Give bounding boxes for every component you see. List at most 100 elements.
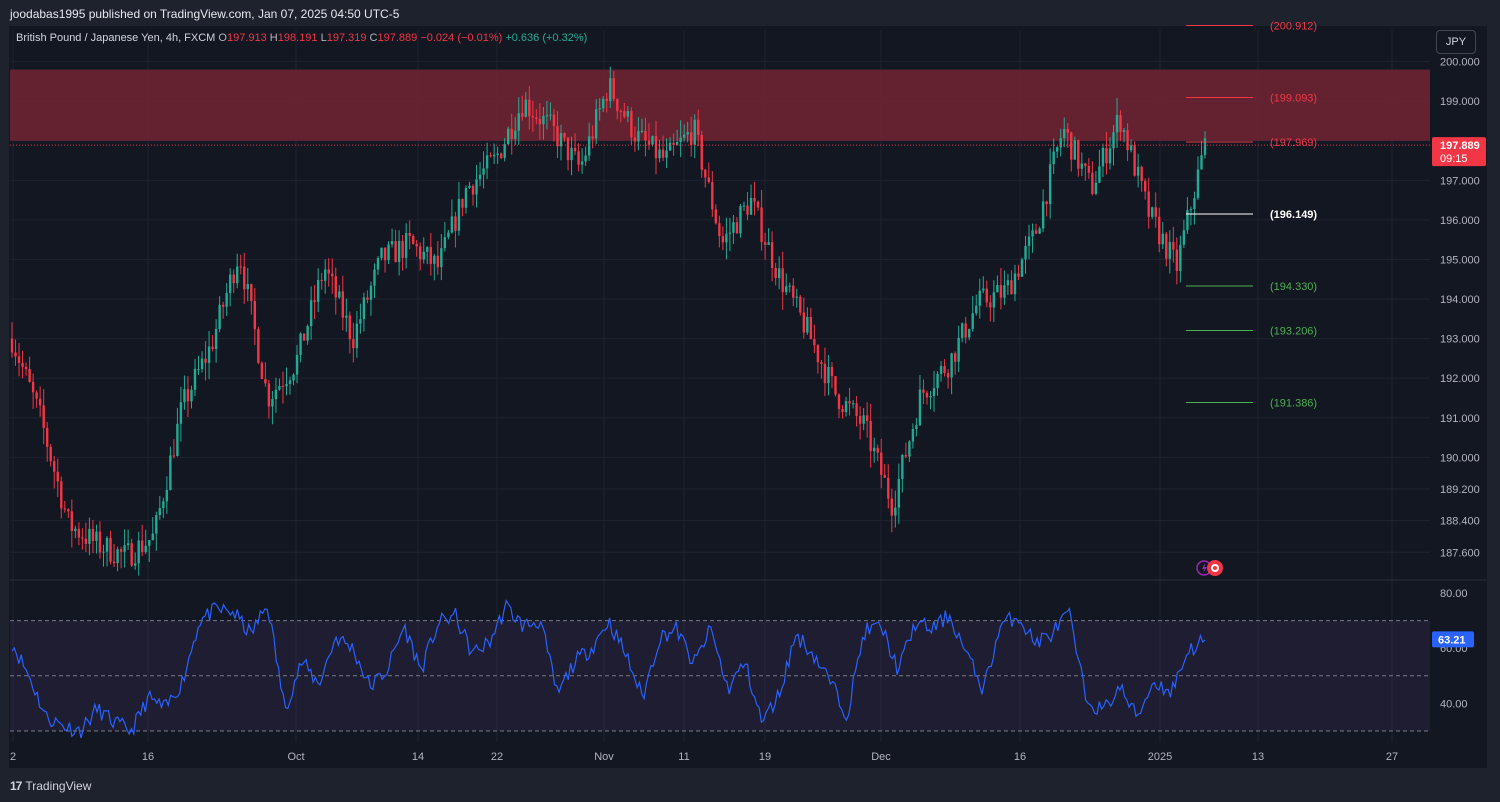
candle-body bbox=[880, 452, 883, 475]
candle-body bbox=[1003, 285, 1006, 298]
candle-body bbox=[105, 538, 109, 552]
candle-body bbox=[925, 392, 929, 398]
candle-body bbox=[288, 380, 292, 384]
candle-body bbox=[380, 247, 383, 259]
time-tick-label: 16 bbox=[142, 751, 154, 763]
candle-body bbox=[626, 110, 630, 117]
price-tick-label: 196.000 bbox=[1440, 215, 1480, 227]
candle-body bbox=[1154, 207, 1157, 217]
candle-body bbox=[844, 401, 848, 413]
candle-body bbox=[1017, 273, 1020, 277]
currency-button[interactable]: JPY bbox=[1436, 30, 1476, 54]
chart-frame bbox=[9, 26, 1487, 768]
candle-body bbox=[1129, 145, 1133, 151]
candle-body bbox=[151, 533, 154, 541]
price-tick-label: 190.000 bbox=[1440, 452, 1480, 464]
candle-body bbox=[394, 241, 397, 263]
candle-body bbox=[260, 362, 264, 380]
candle-body bbox=[450, 216, 454, 233]
candle-body bbox=[1172, 242, 1175, 250]
candle-body bbox=[172, 455, 176, 457]
candle-body bbox=[577, 151, 580, 165]
candle-body bbox=[971, 313, 974, 330]
candle-body bbox=[809, 316, 813, 340]
candle-body bbox=[84, 538, 88, 544]
candle-body bbox=[158, 508, 162, 515]
candle-body bbox=[1105, 147, 1108, 164]
candle-body bbox=[690, 132, 693, 145]
candle-body bbox=[485, 155, 489, 169]
time-tick-label: Dec bbox=[871, 751, 891, 763]
resistance-zone bbox=[10, 69, 1430, 141]
candle-body bbox=[549, 114, 552, 116]
candle-body bbox=[939, 366, 943, 374]
candle-body bbox=[95, 531, 98, 541]
price-tick-label: 192.000 bbox=[1440, 373, 1480, 385]
candle-body bbox=[341, 291, 345, 318]
candle-body bbox=[246, 284, 249, 290]
candle-body bbox=[155, 514, 158, 534]
candle-body bbox=[1094, 182, 1098, 194]
candle-body bbox=[250, 284, 253, 302]
legend-high-value: 198.191 bbox=[277, 32, 318, 44]
candle-body bbox=[721, 236, 725, 243]
candle-body bbox=[728, 232, 732, 234]
candle-body bbox=[559, 133, 563, 147]
candle-body bbox=[1034, 230, 1038, 234]
candle-body bbox=[228, 274, 232, 293]
candle-body bbox=[162, 501, 165, 509]
candle-body bbox=[753, 197, 756, 202]
candle-body bbox=[767, 242, 770, 245]
candle-body bbox=[517, 113, 520, 131]
candle-body bbox=[1143, 180, 1147, 192]
candle-body bbox=[426, 247, 429, 252]
candle-body bbox=[225, 292, 228, 307]
price-tick-label: 187.600 bbox=[1440, 547, 1480, 559]
candle-body bbox=[820, 362, 823, 364]
candle-body bbox=[169, 455, 172, 490]
candle-body bbox=[619, 110, 623, 112]
candle-body bbox=[45, 427, 49, 447]
rsi-value-label: 63.21 bbox=[1438, 634, 1466, 646]
legend-open-value: 197.913 bbox=[226, 32, 267, 44]
candle-body bbox=[387, 244, 390, 261]
candle-body bbox=[130, 543, 133, 566]
candle-body bbox=[711, 182, 714, 210]
time-tick-label: 19 bbox=[759, 751, 771, 763]
candle-body bbox=[1052, 151, 1055, 165]
candle-body bbox=[60, 481, 63, 509]
candle-body bbox=[756, 201, 760, 208]
candle-body bbox=[141, 540, 144, 552]
candle-body bbox=[74, 528, 77, 532]
time-tick-label: 2025 bbox=[1148, 751, 1172, 763]
candle-body bbox=[183, 389, 186, 403]
candle-body bbox=[887, 477, 890, 499]
candle-body bbox=[668, 142, 672, 151]
candle-body bbox=[292, 374, 295, 381]
candle-body bbox=[725, 233, 728, 243]
candle-body bbox=[640, 130, 644, 132]
candle-body bbox=[1038, 228, 1041, 234]
chart-event-icons[interactable] bbox=[1196, 559, 1228, 577]
price-tick-label: 188.400 bbox=[1440, 516, 1480, 528]
candle-body bbox=[165, 489, 169, 502]
candle-body bbox=[830, 366, 834, 377]
candle-body bbox=[1136, 166, 1140, 176]
level-label: (200.912) bbox=[1270, 21, 1317, 33]
candle-body bbox=[207, 346, 211, 363]
candle-body bbox=[693, 119, 696, 145]
candle-body bbox=[897, 478, 901, 508]
price-tick-label: 191.000 bbox=[1440, 413, 1480, 425]
time-tick-label: 22 bbox=[491, 751, 503, 763]
candle-body bbox=[682, 134, 686, 138]
candle-body bbox=[257, 329, 260, 363]
candle-body bbox=[366, 297, 369, 300]
last-price-label: 197.889 bbox=[1440, 140, 1480, 152]
candle-body bbox=[264, 379, 267, 384]
candle-body bbox=[851, 403, 855, 405]
candle-body bbox=[855, 403, 858, 416]
candle-body bbox=[295, 354, 299, 375]
candle-body bbox=[148, 540, 151, 546]
candle-body bbox=[436, 255, 440, 268]
